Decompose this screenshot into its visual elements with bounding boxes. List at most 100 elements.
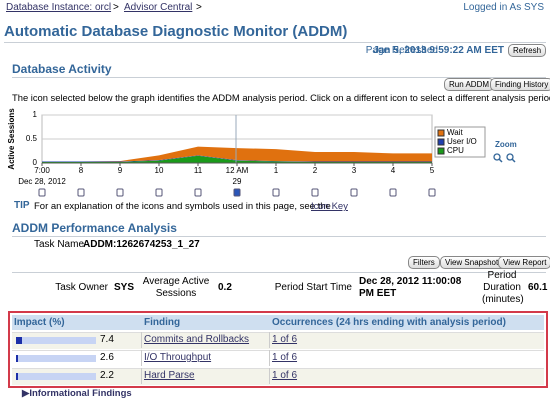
instructions: The icon selected below the graph identi… — [12, 92, 550, 103]
x-tick-label: 7:00 — [34, 166, 50, 175]
period-icon — [389, 188, 397, 197]
impact-bar — [16, 337, 22, 344]
refresh-time: Jan 5, 2013 9:59:22 AM EET — [373, 45, 504, 56]
x-tick-label: 2 — [313, 166, 318, 175]
x-tick-label: 5 — [430, 166, 435, 175]
field-label: Period Duration (minutes) — [482, 270, 524, 305]
finding-link[interactable]: Commits and Rollbacks — [144, 334, 250, 345]
refresh-button[interactable]: Refresh — [508, 44, 547, 57]
period-icon — [38, 188, 46, 197]
x-tick-label: 1 — [274, 166, 279, 175]
impact-value: 7.4 — [100, 334, 114, 345]
y-axis-label: Active Sessions — [7, 108, 16, 170]
column-divider — [269, 332, 270, 348]
breadcrumb-link[interactable]: Database Instance: orcl — [6, 2, 112, 13]
x-date-label: Dec 28, 2012 — [18, 177, 66, 186]
zoom-icon-handle — [498, 158, 503, 163]
disclosure-arrow: ▶ — [22, 388, 30, 399]
x-tick-label: 10 — [155, 166, 164, 175]
task-name: ADDM:1262674253_1_27 — [83, 239, 200, 250]
occurrences-link[interactable]: 1 of 6 — [272, 370, 298, 381]
x-tick-label: 8 — [79, 166, 84, 175]
legend-label: Wait — [447, 128, 463, 137]
run-addm-button[interactable]: Run ADDM — [444, 78, 495, 91]
field-label: Period Start Time — [274, 282, 352, 293]
impact-bar-track — [16, 373, 96, 380]
findings-table: Impact (%) Finding Occurrences (24 hrs end… — [8, 311, 548, 388]
period-icon — [350, 188, 358, 197]
impact-bar-track — [16, 337, 96, 344]
table-row — [12, 350, 544, 367]
breadcrumb-separator: > — [113, 2, 119, 13]
divider — [4, 42, 546, 43]
informational-findings-text: Informational Findings — [29, 388, 132, 399]
period-icon — [77, 188, 85, 197]
login-status: Logged in As SYS — [463, 2, 544, 13]
field-value: 0.2 — [218, 282, 232, 293]
occurrences-link[interactable]: 1 of 6 — [272, 334, 298, 345]
column-divider — [141, 332, 142, 348]
column-header: Occurrences (24 hrs ending with analysis… — [272, 317, 506, 328]
divider — [12, 77, 546, 78]
tip-label: TIP — [14, 200, 30, 211]
finding-link[interactable]: I/O Throughput — [144, 352, 212, 363]
x-tick-label: 11 — [194, 166, 203, 175]
legend-label: User I/O — [447, 137, 477, 146]
divider — [12, 236, 546, 237]
field-label: Average Active Sessions — [142, 276, 210, 299]
tip-text: For an explanation of the icons and symb… — [34, 201, 331, 212]
column-header: Finding — [144, 317, 181, 328]
divider — [12, 272, 546, 273]
occurrences-link[interactable]: 1 of 6 — [272, 352, 298, 363]
impact-bar — [16, 355, 19, 362]
field-value: 60.1 — [528, 282, 548, 293]
zoom-icon-handle — [511, 158, 516, 163]
table-row — [12, 332, 544, 349]
table-row — [12, 368, 544, 385]
y-tick-label: 0.5 — [26, 134, 38, 143]
area — [42, 146, 432, 162]
x-tick-label: 12 AM — [226, 166, 249, 175]
column-divider — [141, 350, 142, 366]
x-tick-label: 4 — [391, 166, 396, 175]
legend-swatch — [437, 129, 445, 137]
breadcrumb-separator: > — [196, 2, 202, 13]
breadcrumb-link[interactable]: Advisor Central — [124, 2, 193, 13]
informational-findings-link[interactable]: ▶Informational Findings — [22, 388, 132, 399]
legend-swatch — [437, 147, 445, 155]
period-icon — [428, 188, 436, 197]
period-icon — [155, 188, 163, 197]
y-tick-label: 0 — [33, 158, 38, 167]
field-value: SYS — [114, 282, 135, 293]
finding-link[interactable]: Hard Parse — [144, 370, 195, 381]
zoom-icon[interactable] — [493, 153, 501, 161]
legend-label: CPU — [447, 146, 464, 155]
impact-bar-track — [16, 355, 96, 362]
zoom-icon[interactable] — [506, 153, 514, 161]
filters-button[interactable]: Filters — [408, 256, 440, 269]
column-divider — [269, 368, 270, 384]
zoom-label: Zoom — [495, 140, 517, 149]
x-date-label: 29 — [233, 177, 242, 186]
column-divider — [141, 368, 142, 384]
activity-chart: Active Sessions 0 0.5 1 7:00 Dec 28, 2012 8 9 10… — [7, 108, 517, 197]
period-icon — [233, 188, 241, 197]
section-heading: Database Activity — [12, 62, 112, 76]
column-divider — [269, 350, 270, 366]
area — [42, 155, 432, 163]
y-tick-label: 1 — [33, 110, 38, 119]
section-heading: ADDM Performance Analysis — [12, 221, 177, 235]
page-title: Automatic Database Diagnostic Monitor (A… — [4, 23, 348, 40]
x-tick-label: 3 — [352, 166, 357, 175]
finding-history-button[interactable]: Finding History — [490, 78, 550, 91]
field-label: Task Owner — [55, 282, 108, 293]
period-icon — [116, 188, 124, 197]
period-icon — [311, 188, 319, 197]
period-icon — [272, 188, 280, 197]
icon-key-link[interactable]: Icon Key — [311, 201, 348, 212]
impact-value: 2.2 — [100, 370, 114, 381]
view-report-button[interactable]: View Report — [498, 256, 550, 269]
refresh-label: Page Refreshed — [365, 45, 438, 56]
